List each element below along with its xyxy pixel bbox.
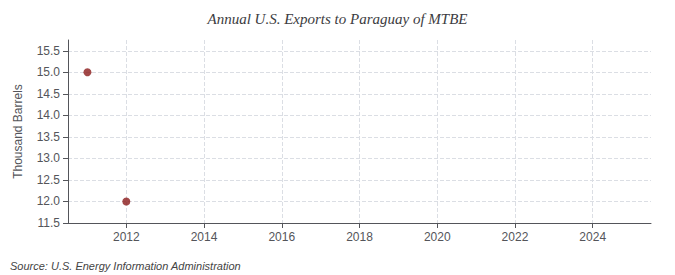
svg-text:14.5: 14.5 <box>37 87 61 101</box>
svg-text:12.0: 12.0 <box>37 194 61 208</box>
svg-text:2020: 2020 <box>424 230 451 244</box>
svg-text:13.0: 13.0 <box>37 151 61 165</box>
svg-text:15.0: 15.0 <box>37 65 61 79</box>
svg-text:15.5: 15.5 <box>37 44 61 58</box>
svg-text:2018: 2018 <box>346 230 373 244</box>
svg-text:14.0: 14.0 <box>37 108 61 122</box>
svg-text:Source: U.S. Energy Informatio: Source: U.S. Energy Information Administ… <box>10 260 241 272</box>
svg-text:2024: 2024 <box>579 230 606 244</box>
svg-text:Thousand Barrels: Thousand Barrels <box>11 84 25 179</box>
svg-text:Annual U.S. Exports to Paragua: Annual U.S. Exports to Paraguay of MTBE <box>207 11 468 27</box>
svg-text:2012: 2012 <box>113 230 140 244</box>
svg-text:2014: 2014 <box>191 230 218 244</box>
svg-text:2022: 2022 <box>502 230 529 244</box>
svg-text:13.5: 13.5 <box>37 130 61 144</box>
svg-text:12.5: 12.5 <box>37 173 61 187</box>
svg-text:11.5: 11.5 <box>38 216 61 230</box>
svg-text:2016: 2016 <box>268 230 295 244</box>
